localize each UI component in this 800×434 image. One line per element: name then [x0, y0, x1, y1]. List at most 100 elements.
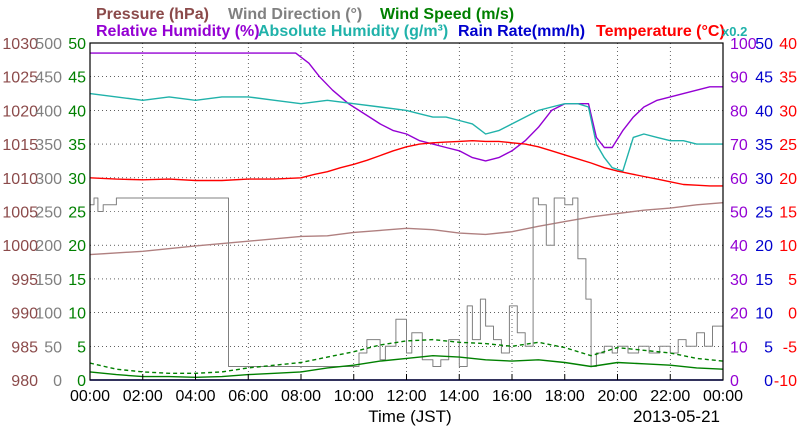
x-tick-label: 14:00	[439, 388, 479, 405]
legend-rain-rate: Rain Rate(mm/h)	[458, 23, 585, 40]
y-tick-label-wind-dir: 250	[35, 205, 62, 222]
y-tick-label-rain: 25	[755, 205, 773, 222]
y-tick-label-rh: 0	[730, 373, 739, 390]
y-tick-label-pressure: 995	[11, 272, 38, 289]
date-label: 2013-05-21	[633, 407, 720, 426]
series-temperature-c	[89, 140, 723, 187]
y-tick-label-rain: 10	[755, 306, 773, 323]
series-layer	[89, 52, 724, 381]
y-tick-label-pressure: 1005	[2, 205, 38, 222]
legend-wind-direction: Wind Direction (°)	[228, 6, 362, 23]
y-tick-label-rh: 90	[730, 70, 748, 87]
legend-pressure: Pressure (hPa)	[96, 6, 209, 23]
series-wind-speed-gust-m-s	[89, 338, 724, 374]
y-tick-label-temp: 30	[779, 103, 797, 120]
y-tick-label-wind-speed: 0	[77, 373, 86, 390]
y-tick-label-wind-speed: 25	[68, 205, 86, 222]
y-tick-label-pressure: 1010	[2, 171, 38, 188]
y-tick-label-temp: 15	[779, 205, 797, 222]
y-tick-label-wind-dir: 400	[35, 103, 62, 120]
y-tick-label-temp: 5	[788, 272, 797, 289]
y-tick-label-pressure: 1020	[2, 103, 38, 120]
y-tick-label-temp: -5	[783, 339, 797, 356]
y-tick-label-rh: 30	[730, 272, 748, 289]
series-absolute-humidity-g-m	[89, 92, 723, 172]
y-tick-label-wind-speed: 35	[68, 137, 86, 154]
y-tick-label-wind-dir: 150	[35, 272, 62, 289]
series-pressure-hpa	[89, 202, 724, 256]
y-tick-label-temp: 25	[779, 137, 797, 154]
y-tick-label-rain: 50	[755, 36, 773, 53]
legend-row-2: Relative Humidity (%) Absolute Humidity …	[96, 23, 747, 40]
y-tick-label-pressure: 990	[11, 306, 38, 323]
x-tick-label: 18:00	[545, 388, 585, 405]
legend-relative-humidity: Relative Humidity (%)	[96, 23, 260, 40]
y-tick-label-wind-speed: 10	[68, 306, 86, 323]
y-tick-label-wind-speed: 15	[68, 272, 86, 289]
y-tick-label-rh: 60	[730, 171, 748, 188]
x-tick-label: 06:00	[228, 388, 268, 405]
y-tick-label-rain: 20	[755, 238, 773, 255]
y-tick-label-pressure: 980	[11, 373, 38, 390]
y-tick-label-rain: 0	[764, 373, 773, 390]
x-tick-label: 00:00	[70, 388, 110, 405]
y-tick-label-rain: 40	[755, 103, 773, 120]
y-tick-label-rain: 45	[755, 70, 773, 87]
y-tick-label-wind-dir: 350	[35, 137, 62, 154]
y-tick-label-wind-speed: 50	[68, 36, 86, 53]
series-relative-humidity	[90, 52, 723, 162]
legend-temperature: Temperature (°C)	[596, 23, 725, 40]
y-tick-label-pressure: 1000	[2, 238, 38, 255]
y-tick-label-temp: 0	[788, 306, 797, 323]
y-tick-label-temp: 10	[779, 238, 797, 255]
y-tick-label-wind-speed: 45	[68, 70, 86, 87]
x-tick-label: 04:00	[175, 388, 215, 405]
y-tick-label-pressure: 1030	[2, 36, 38, 53]
y-tick-label-rain: 30	[755, 171, 773, 188]
x-tick-label: 22:00	[650, 388, 690, 405]
legend-row-1: Pressure (hPa) Wind Direction (°) Wind S…	[96, 6, 514, 23]
y-tick-label-rain: 5	[764, 339, 773, 356]
y-tick-label-rain: 15	[755, 272, 773, 289]
series-wind-direction	[90, 197, 724, 367]
x-tick-label: 02:00	[123, 388, 163, 405]
y-tick-label-wind-dir: 450	[35, 70, 62, 87]
y-tick-label-wind-dir: 0	[53, 373, 62, 390]
axes: 00:00 02:00 04:00 06:00 08:00 10:00 12:00 14:00…	[2, 36, 797, 405]
y-tick-label-rh: 50	[730, 205, 748, 222]
ah-factor-label: x0.2	[722, 24, 747, 39]
x-tick-label: 12:00	[386, 388, 426, 405]
y-tick-label-pressure: 1025	[2, 70, 38, 87]
y-tick-label-wind-dir: 100	[35, 306, 62, 323]
y-tick-label-temp: 20	[779, 171, 797, 188]
legend-wind-speed: Wind Speed (m/s)	[380, 6, 514, 23]
y-tick-label-wind-speed: 40	[68, 103, 86, 120]
y-tick-label-wind-dir: 300	[35, 171, 62, 188]
y-tick-label-rain: 35	[755, 137, 773, 154]
y-tick-label-rh: 20	[730, 306, 748, 323]
y-tick-label-wind-dir: 500	[35, 36, 62, 53]
y-tick-label-temp: -10	[774, 373, 797, 390]
y-tick-label-rh: 100	[730, 36, 757, 53]
y-tick-label-pressure: 985	[11, 339, 38, 356]
x-axis-title: Time (JST)	[368, 407, 451, 426]
y-tick-label-wind-dir: 50	[44, 339, 62, 356]
x-tick-label: 20:00	[597, 388, 637, 405]
y-tick-label-temp: 35	[779, 70, 797, 87]
y-tick-label-wind-speed: 20	[68, 238, 86, 255]
y-tick-label-rh: 70	[730, 137, 748, 154]
x-tick-label: 10:00	[334, 388, 374, 405]
y-tick-label-rh: 40	[730, 238, 748, 255]
y-tick-label-wind-speed: 30	[68, 171, 86, 188]
y-tick-label-temp: 40	[779, 36, 797, 53]
x-tick-label: 16:00	[492, 388, 532, 405]
y-tick-label-rh: 80	[730, 103, 748, 120]
y-tick-label-wind-dir: 200	[35, 238, 62, 255]
x-tick-label: 00:00	[703, 388, 743, 405]
y-tick-label-wind-speed: 5	[77, 339, 86, 356]
y-tick-label-rh: 10	[730, 339, 748, 356]
legend-absolute-humidity: Absolute Humidity (g/m³)	[258, 23, 448, 40]
y-tick-label-pressure: 1015	[2, 137, 38, 154]
